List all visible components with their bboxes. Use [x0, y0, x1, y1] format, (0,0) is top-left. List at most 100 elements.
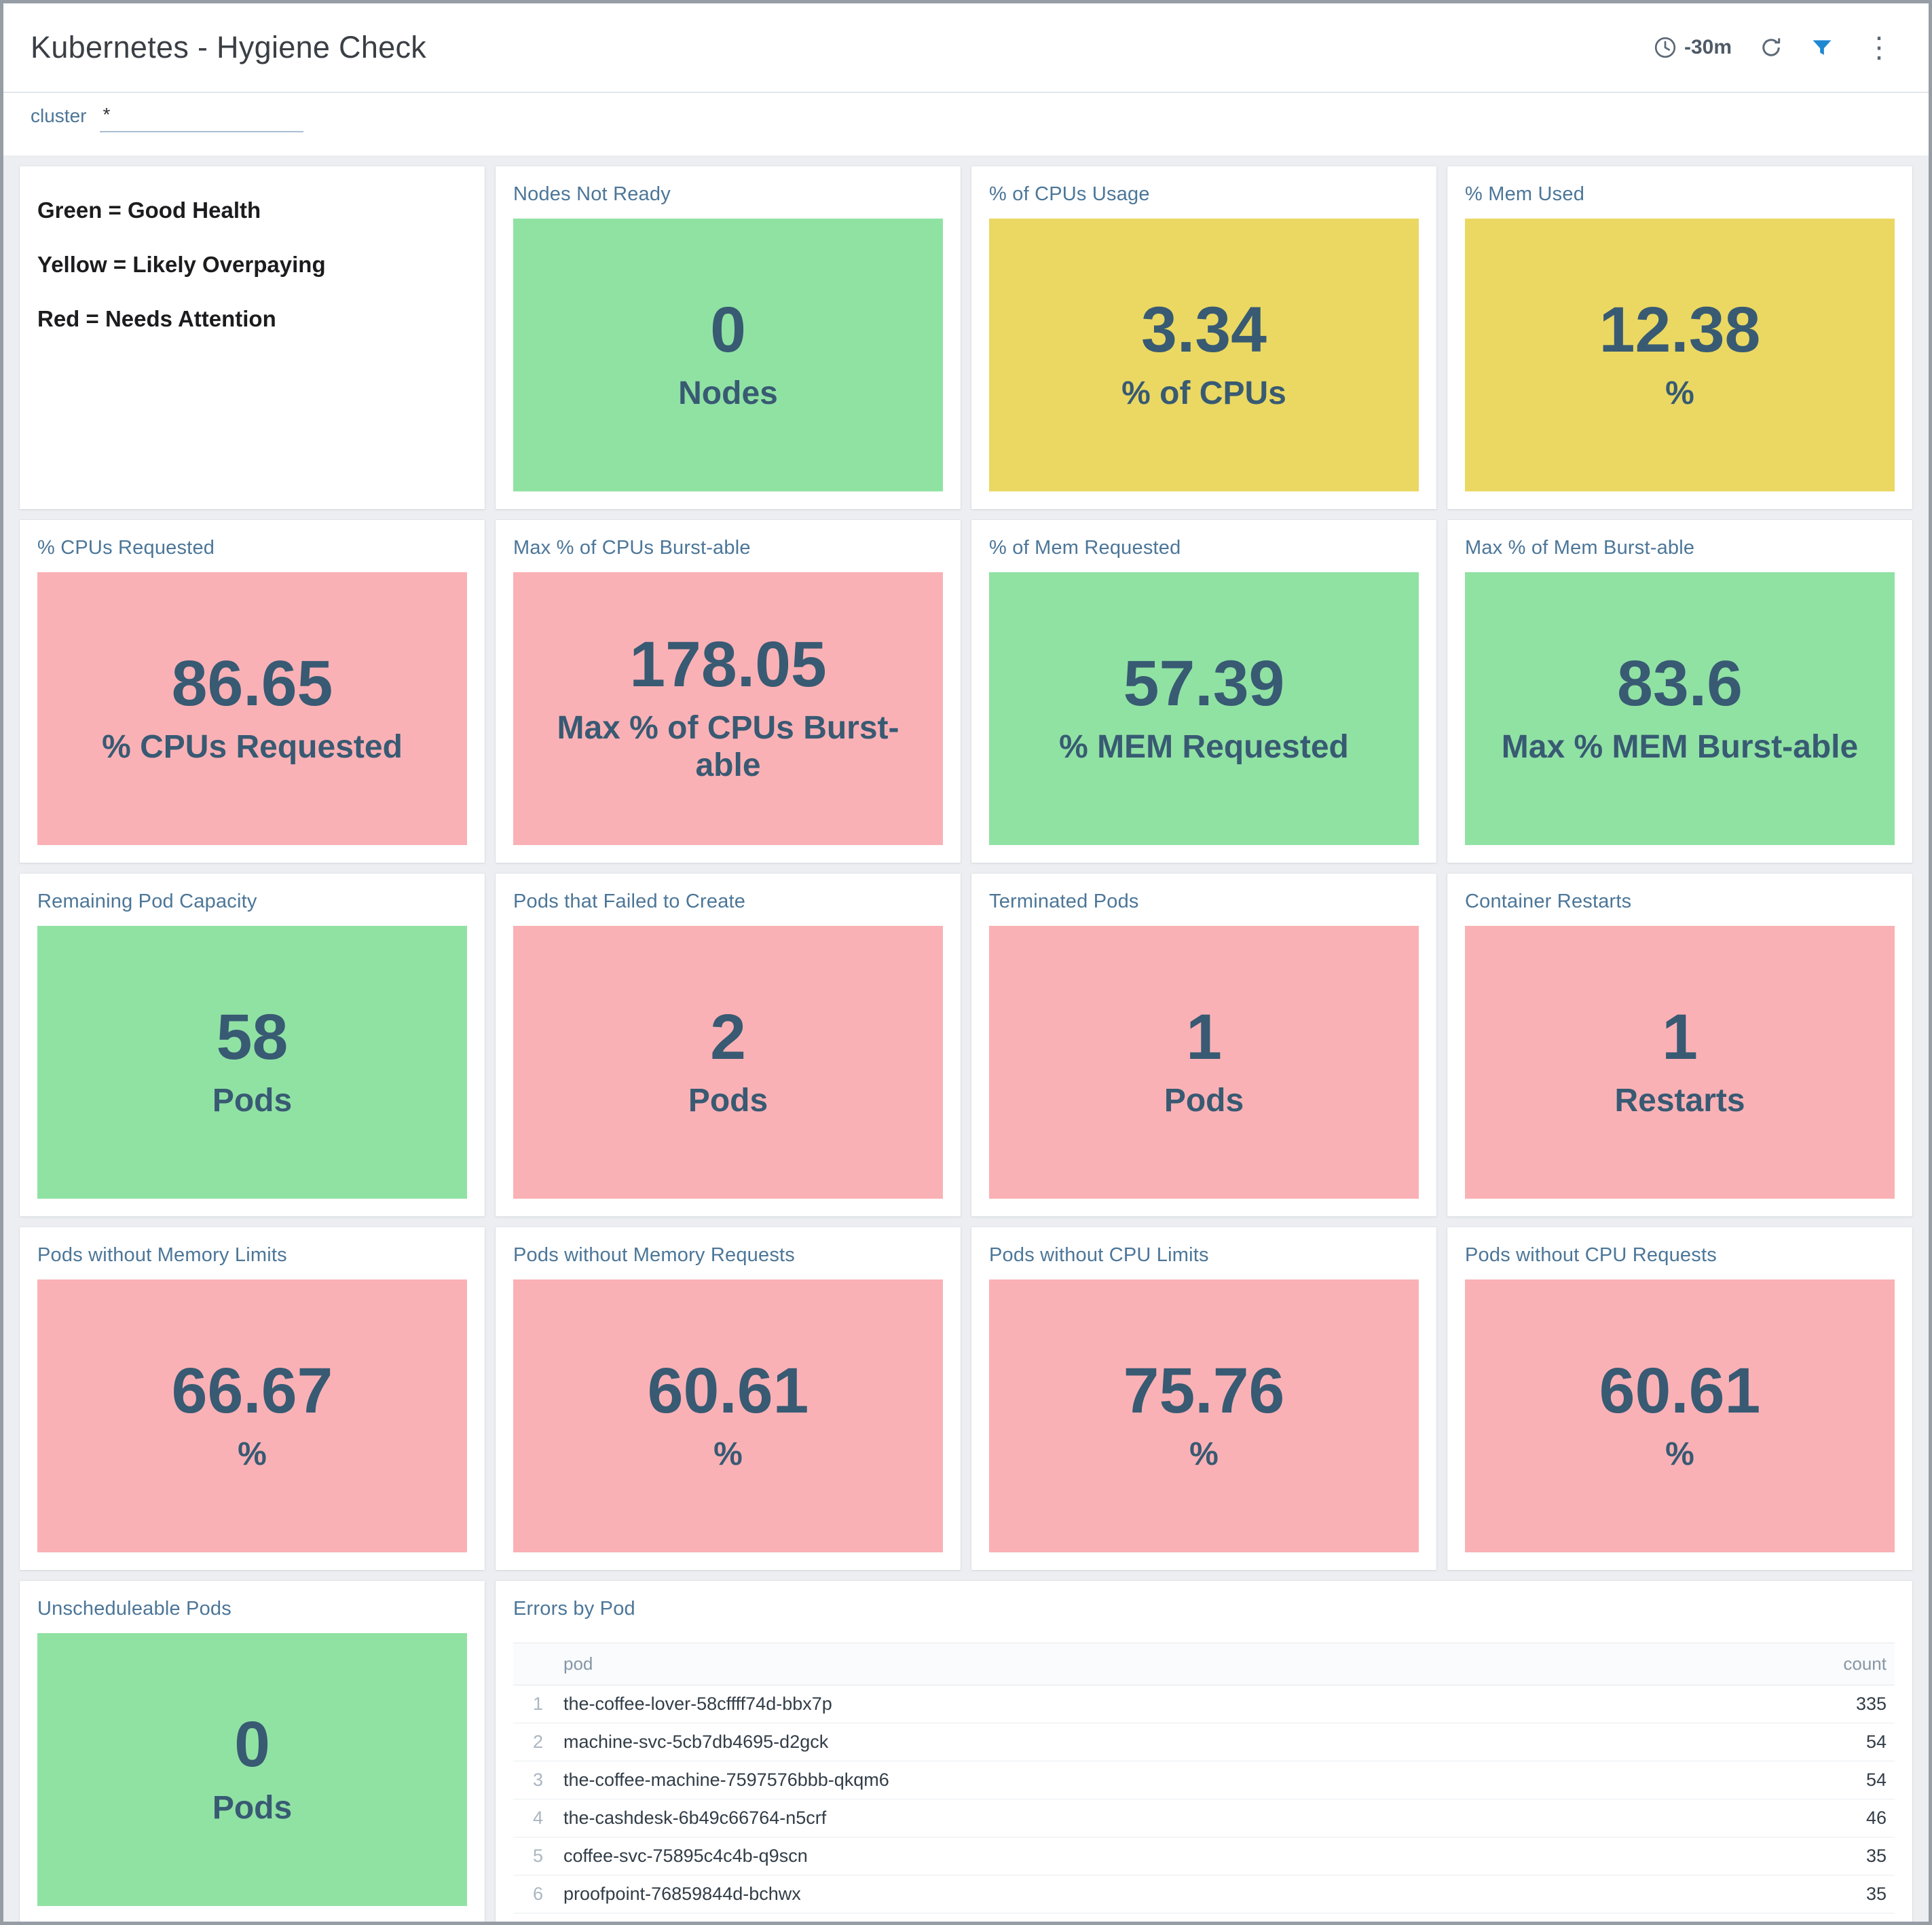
tile-unit: % [238, 1436, 267, 1472]
tile-value: 86.65 [171, 647, 333, 719]
tile-unit: % of CPUs [1121, 375, 1286, 411]
tile-mem-requested: % of Mem Requested 57.39 % MEM Requested [971, 520, 1436, 863]
tile-value-block[interactable]: 0 Nodes [513, 218, 943, 491]
tile-value-block[interactable]: 83.6 Max % MEM Burst-able [1465, 572, 1895, 845]
errors-table: pod count 1 the-coffee-lover-58cffff74d-… [513, 1642, 1895, 1922]
panel-title: Max % of CPUs Burst-able [513, 537, 751, 559]
tile-value-block[interactable]: 86.65 % CPUs Requested [37, 572, 467, 845]
tile-value-block[interactable]: 178.05 Max % of CPUs Burst-able [513, 572, 943, 845]
tile-value-block[interactable]: 3.34 % of CPUs [989, 218, 1419, 491]
tile-value: 60.61 [647, 1354, 809, 1427]
table-header-row: pod count [513, 1642, 1895, 1685]
clock-icon[interactable] [1653, 35, 1677, 60]
row-rank: 1 [513, 1685, 555, 1723]
tile-mem-used: % Mem Used 12.38 % [1447, 166, 1912, 509]
tile-value-block[interactable]: 57.39 % MEM Requested [989, 572, 1419, 845]
tile-unit: Nodes [678, 375, 778, 411]
tile-value-block[interactable]: 2 Pods [513, 925, 943, 1199]
rank-column-header [513, 1642, 555, 1685]
tile-value: 3.34 [1141, 293, 1267, 366]
tile-nodes-not-ready: Nodes Not Ready 0 Nodes [496, 166, 961, 509]
time-range-label[interactable]: -30m [1684, 36, 1732, 58]
header-actions: -30m ⋮ [1653, 33, 1897, 62]
row-rank: 6 [513, 1875, 555, 1913]
funnel-filter-icon[interactable] [1810, 36, 1834, 59]
table-row[interactable]: 2 machine-svc-5cb7db4695-d2gck 54 [513, 1723, 1895, 1761]
tile-value-block[interactable]: 0 Pods [37, 1632, 467, 1906]
pod-name: proofpoint-76859844d-bchwx [555, 1875, 1793, 1913]
tile-value-block[interactable]: 12.38 % [1465, 218, 1895, 491]
header-bar: Kubernetes - Hygiene Check -30m [3, 3, 1929, 93]
tile-unit: % MEM Requested [1059, 728, 1349, 765]
table-row[interactable]: 4 the-cashdesk-6b49c66764-n5crf 46 [513, 1799, 1895, 1837]
tile-value-block[interactable]: 66.67 % [37, 1279, 467, 1552]
time-range-control[interactable]: -30m [1653, 35, 1732, 60]
tile-value: 66.67 [171, 1354, 333, 1427]
error-count: 35 [1793, 1837, 1895, 1875]
refresh-icon[interactable] [1759, 35, 1783, 60]
row-rank: 7 [513, 1913, 555, 1922]
cluster-filter-label: cluster [31, 105, 87, 126]
error-count: 54 [1793, 1723, 1895, 1761]
table-row[interactable]: 3 the-coffee-machine-7597576bbb-qkqm6 54 [513, 1761, 1895, 1799]
panel-title: Pods that Failed to Create [513, 891, 746, 912]
tile-value: 178.05 [629, 629, 827, 701]
page-title: Kubernetes - Hygiene Check [31, 30, 427, 64]
tile-unit: % [1665, 1436, 1694, 1472]
legend-line-yellow: Yellow = Likely Overpaying [37, 252, 326, 277]
row-rank: 5 [513, 1837, 555, 1875]
tile-pods-without-cpu-limits: Pods without CPU Limits 75.76 % [971, 1227, 1436, 1570]
table-row[interactable]: 5 coffee-svc-75895c4c4b-q9scn 35 [513, 1837, 1895, 1875]
tile-unit: % CPUs Requested [102, 728, 403, 765]
pod-column-header: pod [555, 1642, 1793, 1685]
pod-name: the-cashdesk-6b49c66764-n5crf [555, 1799, 1793, 1837]
tile-unit: Restarts [1614, 1082, 1745, 1119]
tile-unscheduleable-pods: Unscheduleable Pods 0 Pods [20, 1581, 485, 1922]
tile-value-block[interactable]: 60.61 % [1465, 1279, 1895, 1552]
tile-max-cpus-burstable: Max % of CPUs Burst-able 178.05 Max % of… [496, 520, 961, 863]
tile-value-block[interactable]: 75.76 % [989, 1279, 1419, 1552]
tile-unit: Max % of CPUs Burst-able [557, 710, 899, 784]
tile-value: 60.61 [1599, 1354, 1761, 1427]
tile-container-restarts: Container Restarts 1 Restarts [1447, 874, 1912, 1216]
tile-value: 0 [234, 1708, 270, 1780]
error-count: 35 [1793, 1875, 1895, 1913]
table-row[interactable]: 6 proofpoint-76859844d-bchwx 35 [513, 1875, 1895, 1913]
tile-max-mem-burstable: Max % of Mem Burst-able 83.6 Max % MEM B… [1447, 520, 1912, 863]
tile-value-block[interactable]: 60.61 % [513, 1279, 943, 1552]
panel-title: Remaining Pod Capacity [37, 891, 257, 912]
tile-pods-without-cpu-requests: Pods without CPU Requests 60.61 % [1447, 1227, 1912, 1570]
pod-name: the-coffee-machine-7597576bbb-qkqm6 [555, 1761, 1793, 1799]
panel-title: % CPUs Requested [37, 537, 215, 559]
kebab-menu-icon[interactable]: ⋮ [1865, 31, 1893, 63]
tile-unit: % [1189, 1436, 1219, 1472]
tile-unit: % [1665, 375, 1694, 411]
cluster-filter-input[interactable]: * [100, 104, 304, 132]
tile-cpu-usage: % of CPUs Usage 3.34 % of CPUs [971, 166, 1436, 509]
panel-title: Max % of Mem Burst-able [1465, 537, 1695, 559]
panel-title: Errors by Pod [513, 1598, 635, 1620]
tile-unit: Pods [688, 1082, 768, 1119]
errors-by-pod-panel: Errors by Pod pod count 1 the-coffee-lov… [496, 1581, 1912, 1922]
panel-title: Unscheduleable Pods [37, 1598, 231, 1620]
row-rank: 2 [513, 1723, 555, 1761]
row-rank: 4 [513, 1799, 555, 1837]
tile-value-block[interactable]: 1 Restarts [1465, 925, 1895, 1199]
tile-value: 1 [1662, 1001, 1698, 1073]
tile-value-block[interactable]: 1 Pods [989, 925, 1419, 1199]
tile-value-block[interactable]: 58 Pods [37, 925, 467, 1199]
tile-value: 57.39 [1123, 647, 1285, 719]
panel-title: Pods without CPU Requests [1465, 1244, 1717, 1266]
table-row[interactable]: 7 the-loyalty-rewards-78c45bd7c6-9lw [513, 1913, 1895, 1922]
tile-value: 0 [710, 293, 746, 366]
tile-pods-without-memory-limits: Pods without Memory Limits 66.67 % [20, 1227, 485, 1570]
legend-panel: Green = Good Health Yellow = Likely Over… [20, 166, 485, 509]
pod-name: machine-svc-5cb7db4695-d2gck [555, 1723, 1793, 1761]
row-rank: 3 [513, 1761, 555, 1799]
panel-title: Pods without Memory Requests [513, 1244, 795, 1266]
filter-bar: cluster * [3, 93, 1929, 155]
table-row[interactable]: 1 the-coffee-lover-58cffff74d-bbx7p 335 [513, 1685, 1895, 1723]
legend-line-red: Red = Needs Attention [37, 306, 276, 331]
error-count: 54 [1793, 1761, 1895, 1799]
